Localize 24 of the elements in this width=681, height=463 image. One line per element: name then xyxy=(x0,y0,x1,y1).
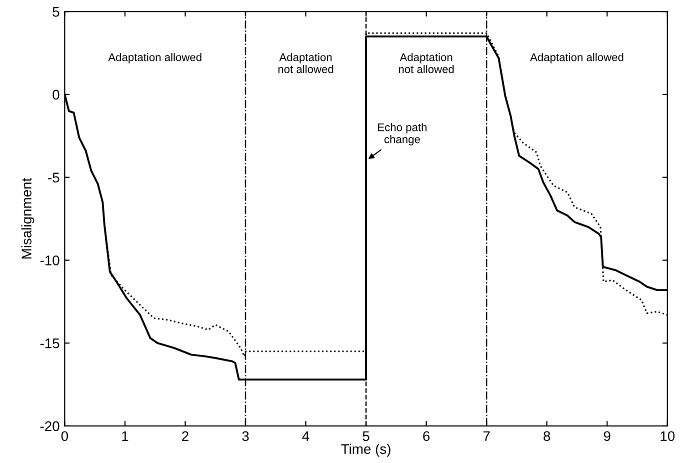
x-tick-label: 2 xyxy=(182,431,188,441)
y-axis-title: Misalignment xyxy=(21,178,34,259)
x-tick-label: 8 xyxy=(544,431,550,442)
x-tick-label: 0 xyxy=(61,431,68,442)
x-tick-label: 7 xyxy=(483,431,490,441)
x-tick-label: 4 xyxy=(302,431,310,441)
x-tick-label: 5 xyxy=(362,431,370,442)
x-tick-label: 9 xyxy=(604,431,610,442)
y-tick-label: -10 xyxy=(40,256,60,266)
y-tick-label: 5 xyxy=(52,7,60,17)
annotation: Adaptation allowed xyxy=(108,53,202,64)
annotation: Adaptation not allowed xyxy=(278,53,334,74)
y-tick-label: -15 xyxy=(40,338,60,348)
y-tick-label: -20 xyxy=(40,421,60,432)
x-tick-label: 1 xyxy=(122,431,128,441)
x-axis-title: Time (s) xyxy=(341,444,390,457)
annotation: Adaptation allowed xyxy=(530,53,624,64)
annotation: Adaptation not allowed xyxy=(398,53,454,74)
x-tick-label: 6 xyxy=(423,431,430,442)
y-tick-label: 0 xyxy=(52,90,60,100)
annotation: Echo path change xyxy=(378,123,426,146)
x-tick-label: 3 xyxy=(242,431,249,442)
x-tick-label: 10 xyxy=(660,431,675,442)
y-tick-label: -5 xyxy=(48,172,60,182)
